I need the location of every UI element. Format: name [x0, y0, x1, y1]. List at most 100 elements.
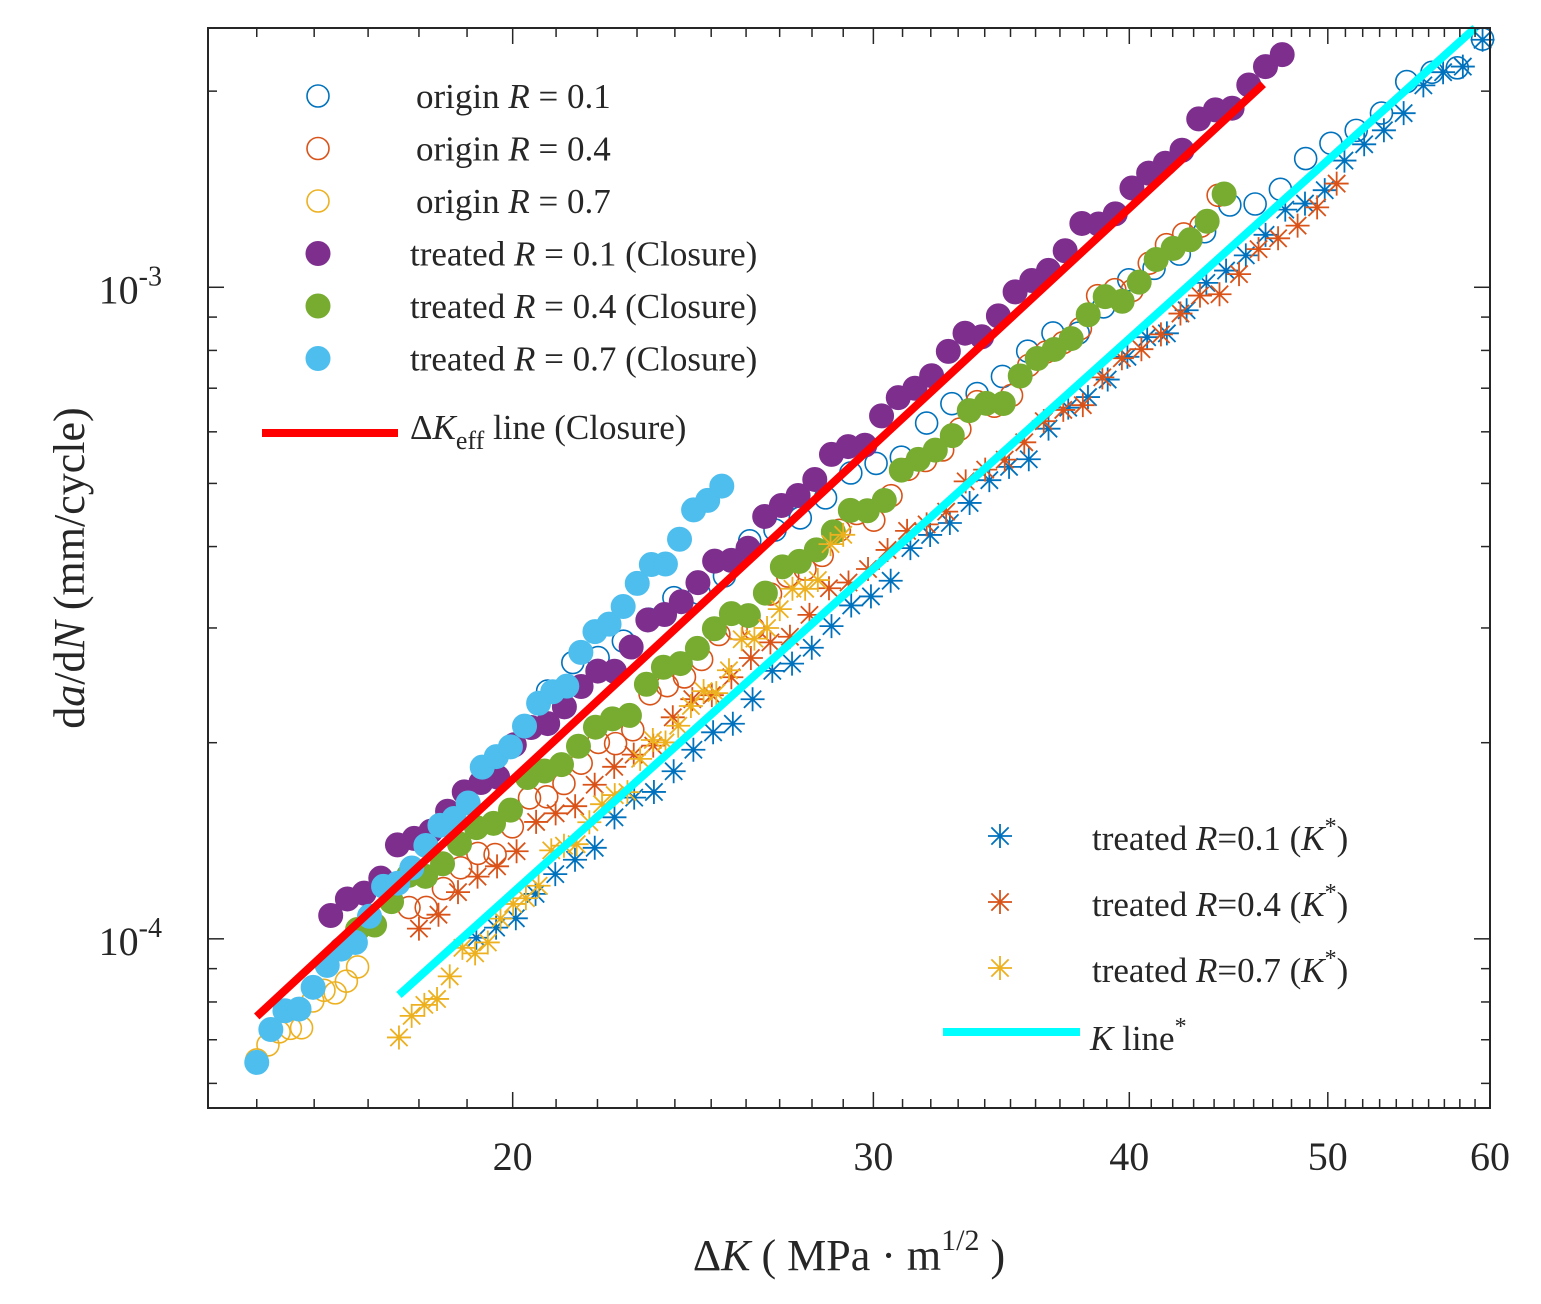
data-point [922, 437, 948, 463]
x-axis-title: ΔK ( MPa · m1/2 ) [693, 1224, 1005, 1280]
data-point [652, 602, 678, 628]
legend-label: ΔKeff line (Closure) [410, 408, 686, 455]
data-point [512, 713, 538, 739]
data-point [992, 447, 1017, 472]
data-point [539, 838, 564, 863]
y-title-v1: a [45, 685, 94, 707]
data-point [1233, 243, 1258, 268]
data-point [1312, 178, 1337, 203]
data-point [564, 832, 589, 857]
data-point [501, 891, 526, 916]
data-point [918, 522, 943, 547]
data-point [582, 772, 607, 797]
data-point [709, 473, 735, 499]
data-point [1119, 175, 1145, 201]
data-point [1344, 118, 1369, 143]
legend-marker [306, 84, 330, 108]
data-point [660, 705, 685, 730]
legend-top-item: ΔKeff line (Closure) [262, 408, 686, 455]
data-point [602, 783, 627, 808]
legend-top-item: origin R = 0.7 [306, 182, 611, 221]
data-point [691, 679, 716, 704]
data-point [1058, 326, 1084, 352]
data-point [1292, 191, 1317, 216]
data-point [485, 854, 510, 879]
data-point [455, 790, 481, 816]
data-point [563, 794, 588, 819]
data-point [465, 864, 490, 889]
data-point [742, 626, 767, 651]
x-tick-label: 30 [853, 1134, 893, 1179]
data-point [871, 487, 897, 513]
legend-label: treated R=0.4 (K*) [1092, 880, 1348, 924]
k-star-fit-line [396, 25, 1478, 998]
data-point [1109, 346, 1134, 371]
legend-label: origin R = 0.7 [416, 182, 611, 221]
x-title-close: ) [980, 1231, 1006, 1280]
data-point [1450, 54, 1475, 79]
data-point [286, 996, 312, 1022]
data-point [957, 490, 982, 515]
legend-marker [305, 346, 331, 371]
data-point [668, 589, 694, 615]
data-point [819, 614, 844, 639]
legend-label: treated R=0.7 (K*) [1092, 946, 1348, 990]
data-point [997, 454, 1022, 479]
data-point [1194, 270, 1219, 295]
data-point [797, 602, 822, 627]
data-point [818, 532, 843, 557]
data-point [680, 687, 705, 712]
series-5 [244, 473, 735, 1075]
legend-marker [306, 136, 330, 161]
data-point [624, 570, 650, 596]
data-point [805, 568, 830, 593]
data-point [488, 906, 513, 931]
data-point [483, 842, 507, 867]
data-point [875, 537, 900, 562]
data-point [1051, 397, 1076, 422]
y-title-p2: /d [45, 650, 94, 684]
data-point [760, 658, 785, 683]
data-point [1194, 208, 1220, 234]
data-point [937, 510, 962, 535]
data-point [497, 797, 523, 823]
data-point [653, 730, 678, 755]
data-point [548, 752, 574, 778]
data-point [738, 645, 763, 670]
data-point [1246, 237, 1271, 262]
data-point [1266, 226, 1291, 251]
data-point [720, 711, 745, 736]
data-point [1293, 146, 1318, 171]
data-point [503, 906, 528, 931]
legend-marker [988, 956, 1012, 980]
data-point [523, 881, 548, 906]
data-point [1168, 301, 1193, 326]
legend-bottom: treated R=0.1 (K*) treated R=0.4 (K*) trea… [943, 814, 1348, 1058]
data-point [1012, 430, 1037, 455]
x-title-prefix: Δ [693, 1231, 721, 1280]
legend-top-item: treated R = 0.7 (Closure) [305, 340, 757, 379]
data-point [1154, 321, 1179, 346]
data-point [318, 903, 344, 929]
legend-label: treated R = 0.7 (Closure) [410, 340, 757, 379]
data-point [1207, 282, 1232, 307]
legend-label: origin R = 0.1 [416, 77, 611, 116]
data-point [437, 964, 462, 989]
legend-bottom-item: K line* [943, 1014, 1187, 1058]
x-title-exponent: 1/2 [941, 1224, 979, 1257]
data-point [699, 683, 724, 708]
data-point [902, 375, 928, 401]
axis-ticks: 20 30 40 50 60 10-4 10-3 [99, 28, 1510, 1179]
data-point [684, 635, 710, 661]
data-point [603, 731, 628, 756]
data-point [1075, 302, 1101, 328]
data-point [1332, 148, 1357, 173]
data-point [602, 754, 627, 779]
y-title-p1: d [45, 707, 94, 729]
data-point [1090, 365, 1115, 390]
legend-bottom-item: treated R=0.1 (K*) [988, 814, 1348, 858]
data-point [412, 992, 437, 1017]
data-point [777, 624, 802, 649]
data-point [618, 634, 644, 660]
legend-marker [305, 293, 331, 319]
